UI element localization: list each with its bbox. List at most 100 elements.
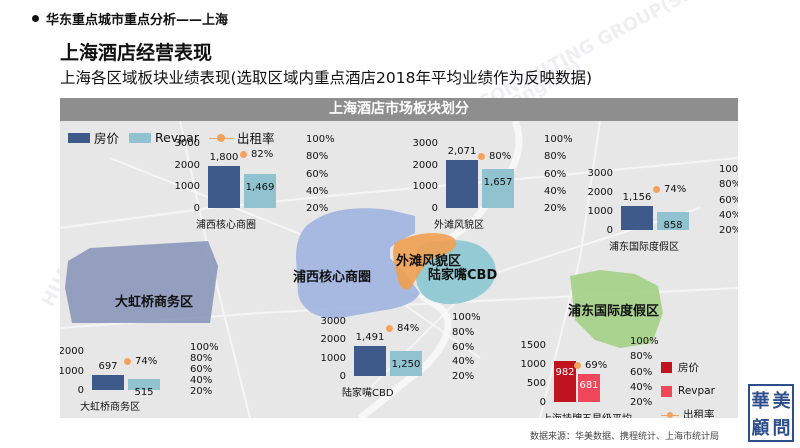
- breadcrumb: 华东重点城市重点分析——上海: [32, 9, 228, 28]
- avg-legend-price-swatch: [661, 362, 672, 373]
- left-tick-label: 2000: [320, 334, 346, 346]
- page-subtitle: 上海各区域板块业绩表现(选取区域内重点酒店2018年平均业绩作为反映数据): [60, 69, 593, 87]
- occupancy-dot: [478, 153, 485, 160]
- left-tick-label: 500: [526, 378, 546, 389]
- avg-legend-price: 房价: [661, 360, 715, 375]
- price-value-label: 1,156: [622, 192, 652, 203]
- right-tick-label: 40%: [306, 185, 329, 197]
- plot-area: 1,156 858 74%: [617, 168, 693, 231]
- plot-area: 1,800 1,469 82%: [204, 138, 280, 208]
- occupancy-value-label: 84%: [397, 323, 420, 334]
- seal-char: 問: [772, 417, 791, 439]
- occupancy-marker: 84%: [386, 323, 419, 334]
- left-tick-label: 1000: [587, 206, 613, 217]
- left-tick-label: 1000: [520, 359, 546, 370]
- seal-char: 顧: [751, 417, 770, 439]
- map-legend: 房价 Revpar 出租率: [68, 128, 284, 147]
- district-pudong-resort-area: [570, 270, 663, 348]
- right-tick-label: 20%: [630, 397, 653, 408]
- district-chart: 3000 2000 1000 0 2,071 1,657 80% 100% 80% 60% 40% 2…: [390, 134, 590, 231]
- left-tick-label: 0: [606, 225, 613, 236]
- avg-legend-revpar-label: Revpar: [678, 385, 715, 397]
- right-tick-label: 80%: [452, 326, 475, 338]
- right-axis: 100% 80% 60% 40% 20%: [452, 312, 486, 382]
- left-tick-label: 0: [339, 370, 346, 382]
- district-chart: 3000 2000 1000 0 1,491 1,250 84% 100% 80% 60% 40% 2…: [290, 312, 490, 399]
- right-tick-label: 40%: [452, 356, 475, 368]
- occupancy-value-label: 80%: [489, 151, 512, 162]
- occupancy-value-label: 74%: [135, 356, 158, 367]
- avg-legend-occupancy-marker: [661, 410, 679, 419]
- company-seal: 華 美 顧 問: [748, 384, 794, 442]
- legend-price-label: 房价: [94, 131, 120, 146]
- right-tick-label: 60%: [630, 366, 653, 378]
- left-axis: 1500 1000 500 0: [516, 340, 546, 408]
- district-chart: 3000 2000 1000 0 1,156 858 74% 100% 80% 60% 40% 20%…: [525, 164, 738, 253]
- plot-area: 1,491 1,250 84%: [350, 316, 426, 376]
- shanghai-map-panel: 上海酒店市场板块划分 房价 Revpar 出租率 浦西核心商圈 外滩风貌区 陆家…: [60, 98, 738, 418]
- left-tick-label: 2000: [587, 187, 613, 198]
- left-tick-label: 2000: [174, 159, 200, 171]
- left-axis: 3000 2000 1000 0: [408, 138, 438, 214]
- price-bar: [554, 361, 576, 402]
- right-tick-label: 100%: [306, 134, 335, 145]
- avg-legend-revpar-swatch: [661, 385, 672, 397]
- right-tick-label: 60%: [544, 168, 567, 180]
- revpar-bar: [482, 169, 514, 208]
- right-tick-label: 40%: [190, 375, 213, 386]
- district-label-bund: 外滩风貌区: [396, 254, 462, 269]
- price-bar: [354, 346, 386, 376]
- left-tick-label: 0: [539, 397, 546, 408]
- left-tick-label: 2000: [60, 346, 84, 357]
- left-tick-label: 1000: [412, 181, 438, 193]
- chart-title: 浦东国际度假区: [609, 242, 679, 253]
- occupancy-marker: 82%: [240, 149, 273, 160]
- district-bund-area: [393, 233, 457, 290]
- avg-legend: 房价 Revpar 出租率: [661, 360, 715, 418]
- price-value-label: 2,071: [447, 146, 477, 157]
- district-chart: 1500 1000 500 0 982 681 69% 100% 80% 60% 40% 20% 上海挂…: [472, 336, 662, 418]
- right-tick-label: 60%: [452, 341, 475, 353]
- right-tick-label: 80%: [306, 151, 329, 163]
- occupancy-dot: [124, 358, 131, 365]
- occupancy-marker: 80%: [478, 151, 511, 162]
- revpar-value-label: 858: [663, 220, 683, 231]
- left-axis: 3000 2000 1000 0: [316, 316, 346, 382]
- right-axis: 100% 80% 60% 40% 20%: [630, 336, 664, 408]
- right-tick-label: 60%: [306, 168, 329, 180]
- left-tick-label: 1500: [520, 340, 546, 351]
- right-tick-label: 20%: [190, 386, 213, 397]
- right-axis: 100% 80% 60% 40% 20%: [719, 164, 738, 236]
- occupancy-marker: 74%: [653, 184, 686, 195]
- map-background: [60, 119, 738, 418]
- right-tick-label: 100%: [630, 336, 659, 347]
- district-chart: 2000 1000 0 697 515 74% 100% 80% 60% 40% 20% 大虹桥商务区: [60, 342, 219, 413]
- chart-title: 浦西核心商圈: [196, 220, 256, 231]
- right-tick-label: 60%: [719, 194, 738, 206]
- district-label-pudong-resort: 浦东国际度假区: [568, 304, 660, 319]
- right-tick-label: 100%: [190, 342, 219, 353]
- occupancy-value-label: 69%: [585, 360, 608, 371]
- right-axis: 100% 80% 60% 40% 20%: [544, 134, 578, 214]
- district-label-hongqiao: 大虹桥商务区: [115, 295, 194, 310]
- revpar-value-label: 1,657: [483, 177, 513, 188]
- revpar-bar: [657, 212, 689, 230]
- seal-char: 美: [772, 390, 791, 412]
- left-tick-label: 1000: [174, 181, 200, 193]
- left-tick-label: 2000: [412, 159, 438, 171]
- breadcrumb-text: 华东重点城市重点分析——上海: [46, 13, 229, 28]
- right-tick-label: 80%: [630, 351, 653, 363]
- occupancy-dot: [574, 362, 581, 369]
- right-tick-label: 80%: [190, 353, 213, 364]
- right-tick-label: 80%: [544, 151, 567, 163]
- revpar-value-label: 515: [134, 387, 154, 398]
- occupancy-dot: [653, 186, 660, 193]
- legend-revpar-label: Revpar: [155, 130, 199, 145]
- right-tick-label: 20%: [306, 203, 329, 214]
- plot-area: 2,071 1,657 80%: [442, 138, 518, 208]
- left-tick-label: 3000: [320, 316, 346, 327]
- left-axis: 2000 1000 0: [60, 346, 84, 396]
- chart-title: 上海挂牌五星级平均: [542, 410, 632, 418]
- left-axis: 3000 2000 1000 0: [170, 138, 200, 214]
- occupancy-marker: 74%: [124, 356, 157, 367]
